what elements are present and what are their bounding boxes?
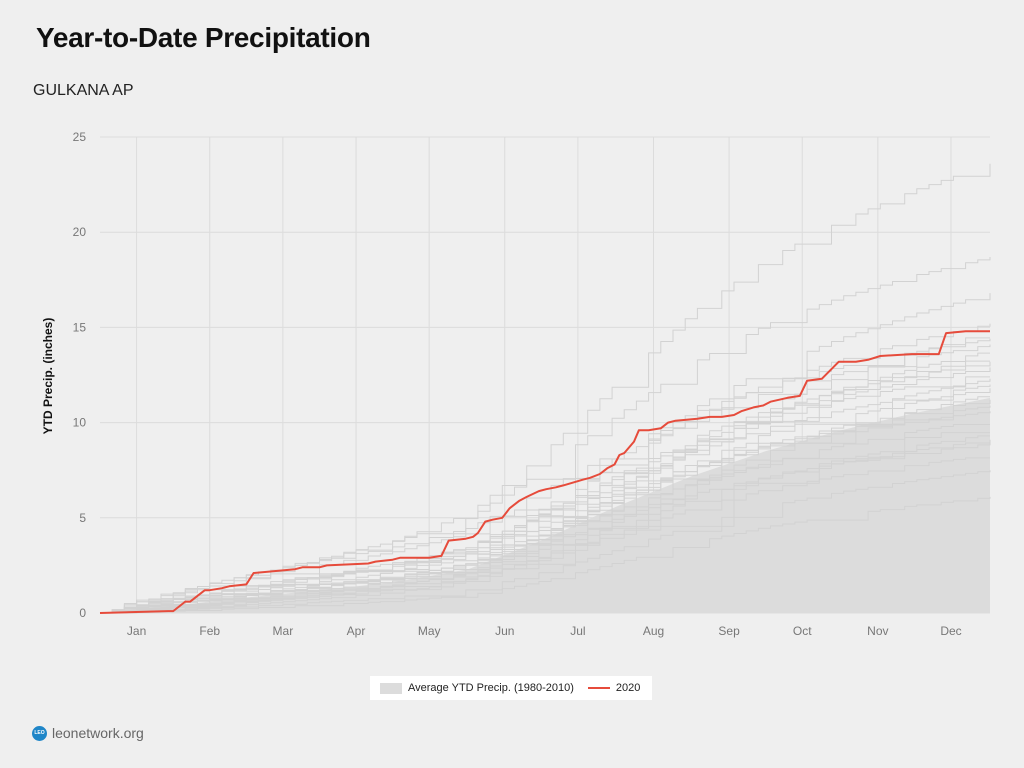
x-tick-label: Apr: [347, 624, 366, 638]
historical-year-line: [100, 257, 991, 614]
chart-title: Year-to-Date Precipitation: [36, 22, 371, 53]
legend-item-average[interactable]: Average YTD Precip. (1980-2010): [380, 682, 574, 694]
y-tick-label: 20: [73, 225, 87, 239]
historical-year-line: [100, 352, 990, 614]
x-tick-label: Nov: [867, 624, 888, 638]
brand-footer[interactable]: LEO leonetwork.org: [32, 725, 144, 741]
x-tick-label: Jan: [127, 624, 146, 638]
historical-year-line: [100, 337, 990, 614]
historical-year-line: [100, 496, 991, 614]
historical-year-line: [100, 344, 991, 614]
average-area: [100, 397, 990, 613]
x-tick-label: Dec: [940, 624, 961, 638]
y-tick-label: 25: [73, 130, 87, 144]
leo-logo-icon: LEO: [32, 725, 47, 741]
year-line-layer: [99, 330, 990, 614]
average-swatch-icon: [380, 682, 402, 694]
historical-lines-layer: [100, 163, 991, 614]
chart-legend: Average YTD Precip. (1980-2010) 2020: [370, 676, 652, 700]
series-2020-line[interactable]: [99, 330, 990, 614]
year-swatch-icon: [587, 687, 610, 689]
axis-labels-layer: 0 5 10 15 20 25 Jan Feb Mar Apr May Jun Jul Aug Sep Oct…: [73, 130, 962, 638]
x-tick-label: Oct: [793, 624, 812, 638]
legend-year-label: 2020: [615, 682, 641, 694]
average-area-layer: [100, 397, 990, 613]
y-tick-label: 15: [73, 320, 87, 334]
x-tick-label: May: [418, 624, 441, 638]
historical-year-line: [100, 163, 991, 614]
y-axis-label: YTD Precip. (inches): [41, 318, 55, 435]
x-tick-label: Sep: [718, 624, 740, 638]
historical-year-line: [100, 399, 991, 614]
station-name: GULKANA AP: [33, 82, 134, 99]
historical-year-line: [100, 293, 991, 614]
historical-year-line: [100, 361, 991, 614]
y-tick-label: 10: [73, 416, 87, 430]
legend-item-2020[interactable]: 2020: [587, 682, 641, 694]
historical-year-line: [100, 378, 991, 614]
y-tick-label: 0: [79, 606, 86, 620]
x-tick-label: Mar: [273, 624, 294, 638]
x-tick-label: Jun: [495, 624, 514, 638]
legend-average-label: Average YTD Precip. (1980-2010): [408, 682, 574, 694]
x-tick-label: Jul: [570, 624, 585, 638]
chart-canvas: 0 5 10 15 20 25 Jan Feb Mar Apr May Jun Jul Aug Sep Oct…: [41, 130, 991, 638]
x-tick-label: Aug: [643, 624, 664, 638]
historical-year-line: [100, 424, 990, 614]
historical-year-line: [100, 384, 991, 614]
y-tick-label: 5: [79, 511, 86, 525]
brand-site-link[interactable]: leonetwork.org: [52, 725, 144, 741]
x-tick-label: Feb: [199, 624, 220, 638]
